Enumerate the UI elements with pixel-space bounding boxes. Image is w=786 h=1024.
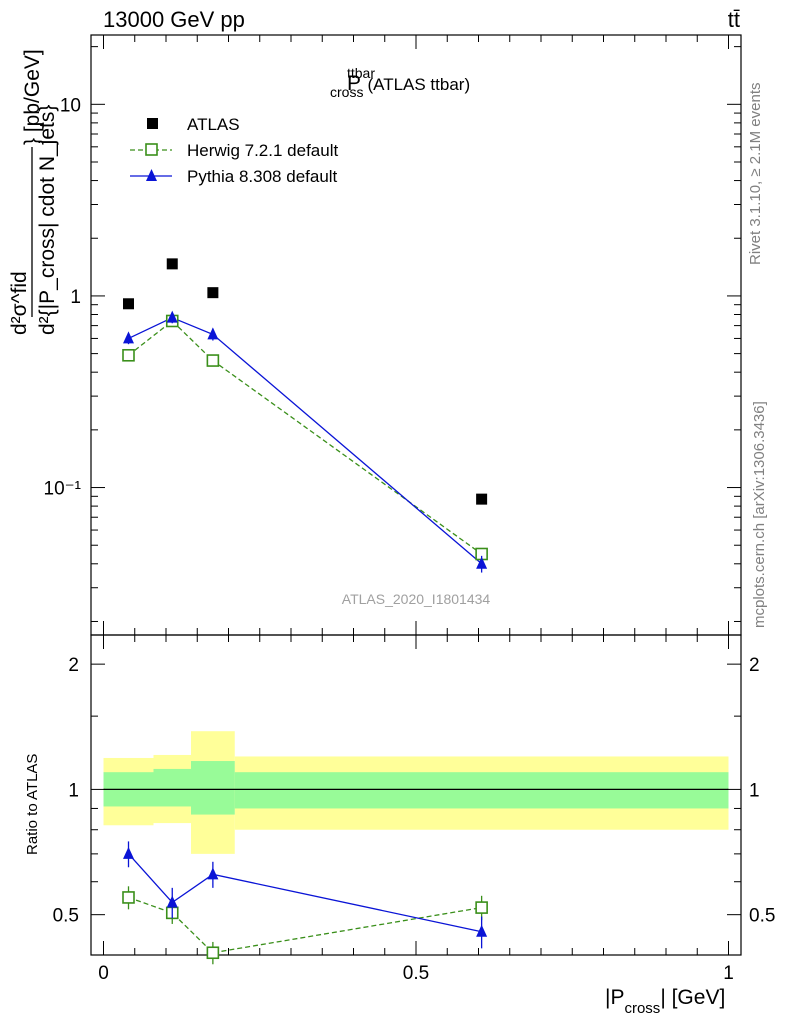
ratio-herwig-point-0 <box>122 891 135 904</box>
ratio-pythia-point-0 <box>123 846 134 859</box>
xlabel-rest: | [GeV] <box>660 986 725 1009</box>
legend-atlas-label: ATLAS <box>187 115 240 134</box>
main-atlas-point-1 <box>166 258 178 270</box>
ratio-pythia-line <box>128 853 482 933</box>
ratio-ytick-label-left-2: 0.5 <box>53 906 79 927</box>
ratio-pythia-point-2 <box>207 867 219 880</box>
ratio-bands <box>103 731 729 854</box>
analysis-id: ATLAS_2020_I1801434 <box>342 591 491 607</box>
axis-ticks: 0 0.5 1 10 1 10⁻¹ 2 2 1 1 0.5 0.5 <box>44 35 775 984</box>
band-inner-2 <box>191 761 235 815</box>
ylabel-numerator: d²σ^fid <box>8 271 31 335</box>
plot-title: Pttbar cross (ATLAS ttbar) <box>330 65 470 100</box>
title-main: P <box>347 72 361 95</box>
main-pythia-point-2 <box>207 327 219 340</box>
ratio-herwig-line <box>128 896 482 954</box>
main-atlas-point-3 <box>476 493 488 505</box>
main-atlas-point-2 <box>207 287 219 299</box>
main-atlas-point-0 <box>123 298 134 310</box>
xlabel-sub: cross <box>624 1000 660 1017</box>
band-inner-1 <box>153 768 191 807</box>
ratio-ytick-label-left-1: 1 <box>68 780 79 801</box>
title-superscript: ttbar <box>347 65 375 81</box>
mcplots-label: mcplots.cern.ch [arXiv:1306.3436] <box>751 401 768 628</box>
title-rest: (ATLAS ttbar) <box>367 75 470 94</box>
ratio-ylabel: Ratio to ATLAS <box>24 754 41 855</box>
main-pythia-point-0 <box>123 331 134 344</box>
legend-herwig-marker <box>145 143 158 156</box>
ratio-ytick-label-right-0: 2 <box>749 655 760 676</box>
band-inner-3 <box>234 772 729 809</box>
ylabel-unit: } [pb/GeV] <box>21 49 44 145</box>
main-herwig-point-0 <box>122 348 135 362</box>
main-ytick-label-1: 1 <box>70 287 81 308</box>
main-herwig-line <box>128 320 483 555</box>
xlabel-main: |P <box>605 986 624 1009</box>
ratio-ytick-label-right-2: 0.5 <box>749 906 775 927</box>
legend-pythia-label: Pythia 8.308 default <box>187 167 338 186</box>
ratio-herwig-point-3 <box>475 901 488 914</box>
main-ytick-label-0: 10 <box>60 95 81 116</box>
series-markers <box>122 258 488 965</box>
main-herwig-point-2 <box>206 354 220 367</box>
series-lines <box>128 316 483 954</box>
xlabel: |Pcross| [GeV] <box>605 986 725 1017</box>
ratio-pythia-point-3 <box>476 924 488 937</box>
main-pythia-point-3 <box>476 556 488 569</box>
legend-herwig-label: Herwig 7.2.1 default <box>187 141 338 160</box>
main-ylabel: d²σ^fid d²{|P_cross| cdot N_jets} } [pb/… <box>8 49 59 335</box>
main-pythia-line <box>128 316 483 565</box>
header-left: 13000 GeV pp <box>103 7 245 32</box>
main-ytick-label-2: 10⁻¹ <box>44 479 82 500</box>
ratio-ytick-label-right-1: 1 <box>749 780 760 801</box>
legend-pythia-marker <box>146 169 157 181</box>
xtick-label-1: 0.5 <box>403 963 429 984</box>
rivet-label: Rivet 3.1.10, ≥ 2.1M events <box>747 83 764 266</box>
title-subscript: cross <box>330 84 363 100</box>
header-right: tt̄ <box>728 7 740 32</box>
ratio-ytick-label-left-0: 2 <box>68 655 79 676</box>
legend-atlas-marker <box>147 118 158 129</box>
legend: ATLAS Herwig 7.2.1 default Pythia 8.308 … <box>130 115 338 186</box>
main-pythia-point-1 <box>166 310 178 323</box>
xtick-label-0: 0 <box>98 963 109 984</box>
ylabel-denominator: d²{|P_cross| cdot N_jets} <box>36 105 59 335</box>
ratio-herwig-point-2 <box>206 946 220 960</box>
xtick-label-2: 1 <box>723 963 734 984</box>
ratio-pythia-point-1 <box>166 895 178 908</box>
